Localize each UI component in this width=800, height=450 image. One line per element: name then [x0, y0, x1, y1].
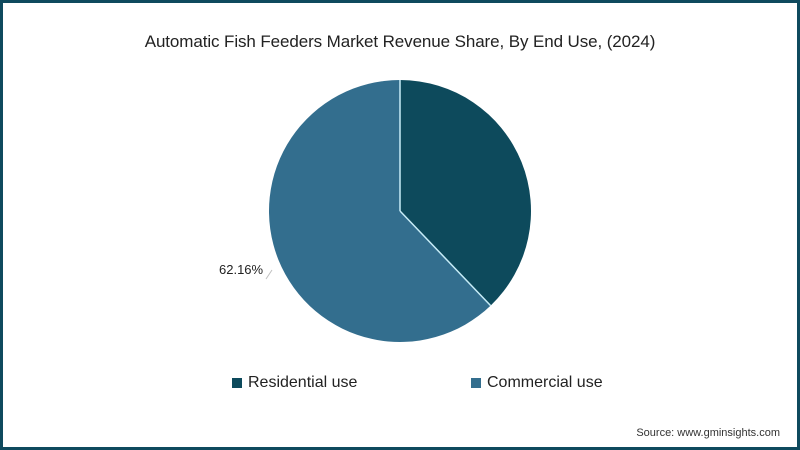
legend-item-residential[interactable]: Residential use	[232, 374, 357, 392]
legend-swatch-residential	[232, 378, 242, 388]
chart-title: Automatic Fish Feeders Market Revenue Sh…	[144, 32, 656, 51]
pie-slices	[269, 80, 531, 342]
legend-item-commercial[interactable]: Commercial use	[471, 374, 603, 392]
legend-label-commercial: Commercial use	[487, 374, 603, 391]
legend-label-residential: Residential use	[248, 374, 358, 391]
commercial-percent-label: 62.16%	[219, 262, 264, 277]
legend: Residential use Commercial use	[0, 374, 800, 394]
pie-slice-commercial-use[interactable]	[269, 80, 491, 342]
label-leader-line	[265, 269, 273, 280]
legend-swatch-commercial	[471, 378, 481, 388]
slice-divider	[399, 210, 492, 307]
source-credit: Source: www.gminsights.com	[636, 427, 780, 439]
pie-slice-residential-use[interactable]	[400, 80, 531, 306]
